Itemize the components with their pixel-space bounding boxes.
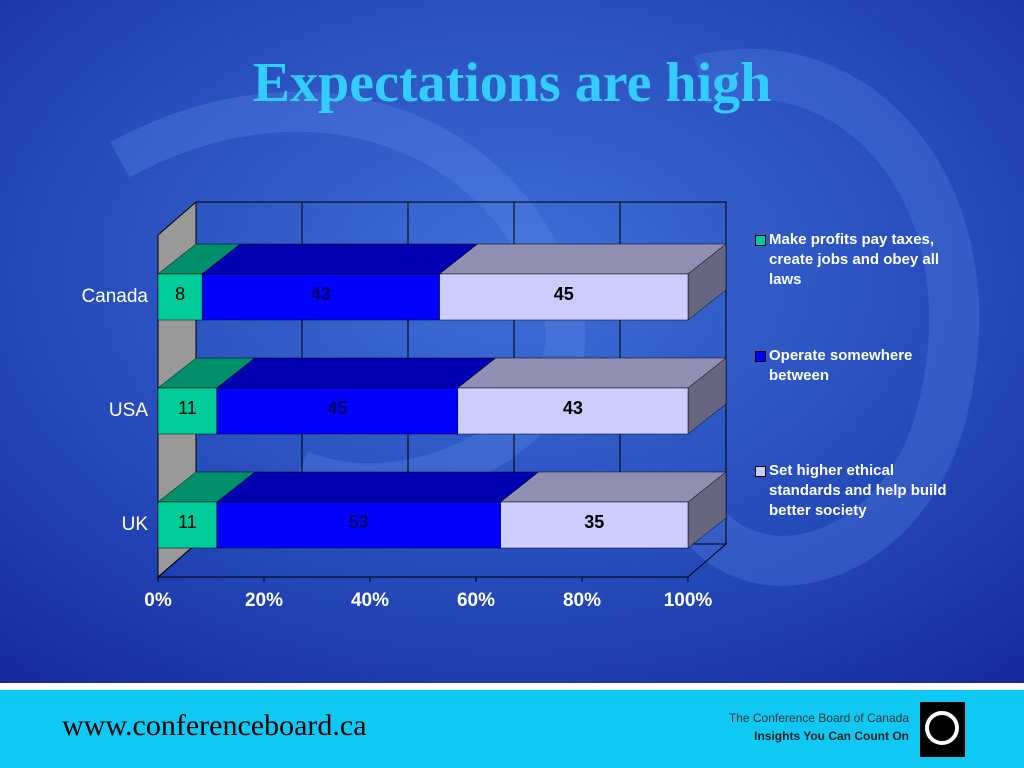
data-label: 45 — [327, 398, 347, 418]
y-tick-label: USA — [109, 400, 148, 421]
bar-top — [216, 357, 497, 389]
bar — [157, 387, 218, 435]
x-tick-label: 60% — [457, 590, 495, 611]
bar-top — [438, 243, 727, 275]
decor — [680, 48, 980, 586]
bar — [216, 501, 501, 549]
bar — [439, 273, 689, 321]
data-label: 53 — [349, 512, 369, 532]
data-label: 11 — [178, 398, 197, 418]
y-tick-label: Canada — [81, 286, 148, 307]
legend-label: Set higher ethical standards and help bu… — [769, 462, 947, 519]
bar-top — [201, 243, 479, 275]
legend-entry: Operate somewhere between — [755, 346, 955, 386]
bar — [457, 387, 689, 435]
y-tick-label: UK — [122, 514, 149, 535]
footer-tagline: Insights You Can Count On — [754, 729, 909, 743]
bar — [157, 501, 218, 549]
bar — [201, 273, 440, 321]
legend-swatch — [755, 466, 766, 477]
x-tick-label: 100% — [664, 590, 713, 611]
bar — [216, 387, 459, 435]
data-label: 11 — [178, 512, 197, 532]
bar-top — [457, 357, 727, 389]
bar — [500, 501, 689, 549]
footer-org: The Conference Board of Canada — [729, 711, 909, 725]
data-label: 45 — [554, 284, 574, 304]
legend-swatch — [755, 351, 766, 362]
x-tick-label: 80% — [563, 590, 601, 611]
footer-url: www.conferenceboard.ca — [62, 709, 367, 742]
legend-entry: Make profits pay taxes, create jobs and … — [755, 230, 955, 290]
legend-swatch — [755, 235, 766, 246]
x-tick-label: 40% — [351, 590, 389, 611]
data-label: 35 — [584, 512, 604, 532]
x-tick-label: 20% — [245, 590, 283, 611]
footer-band — [0, 690, 1024, 768]
data-label: 43 — [563, 398, 583, 418]
footer-stripe — [0, 683, 1024, 690]
bar-top — [216, 471, 540, 503]
x-tick-label: 0% — [144, 590, 172, 611]
logo-mark — [925, 711, 959, 745]
bar-top — [499, 471, 727, 503]
legend-label: Operate somewhere between — [769, 347, 913, 384]
legend-entry: Set higher ethical standards and help bu… — [755, 461, 955, 521]
data-label: 8 — [175, 284, 185, 304]
legend-label: Make profits pay taxes, create jobs and … — [769, 231, 940, 288]
chart-title: Expectations are high — [253, 52, 772, 114]
data-label: 43 — [311, 284, 331, 304]
